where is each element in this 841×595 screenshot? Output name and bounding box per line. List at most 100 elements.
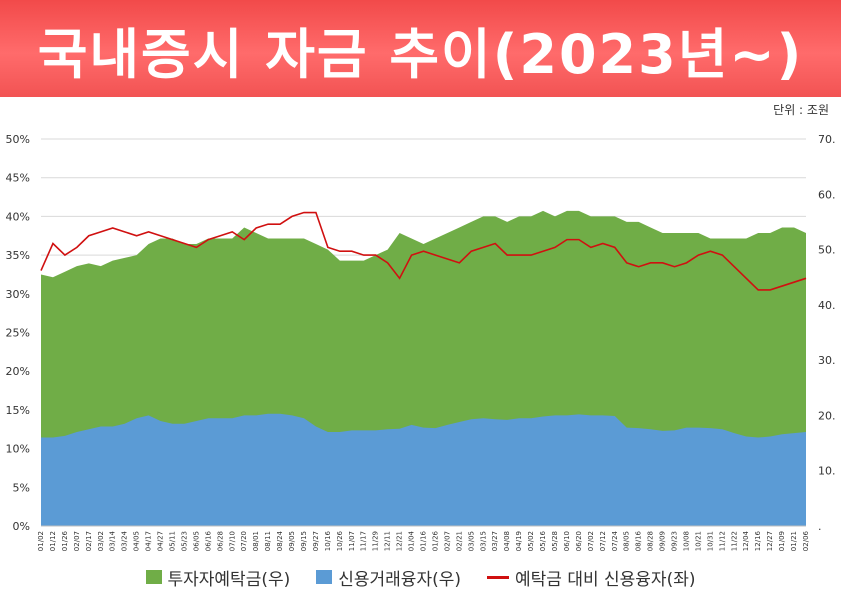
- x-tick-label: 04/27: [157, 531, 165, 551]
- right-tick-label: .: [818, 520, 822, 533]
- chart-title: 국내증시 자금 추이(2023년~): [37, 22, 804, 86]
- x-tick-label: 12/16: [754, 530, 762, 551]
- x-tick-label: 09/15: [300, 531, 308, 551]
- x-tick-label: 10/31: [706, 531, 714, 551]
- x-tick-label: 01/02: [37, 531, 45, 551]
- x-tick-label: 10/08: [682, 531, 690, 551]
- right-tick-label: 10.: [818, 465, 836, 478]
- x-tick-label: 01/04: [408, 530, 416, 551]
- x-tick-label: 08/24: [276, 530, 284, 551]
- left-tick-label: 45%: [6, 172, 30, 185]
- x-tick-label: 03/15: [479, 531, 487, 551]
- left-tick-label: 30%: [6, 288, 30, 301]
- x-tick-label: 10/26: [336, 530, 344, 551]
- right-tick-label: 60.: [818, 188, 836, 201]
- x-tick-label: 02/06: [802, 530, 810, 551]
- x-tick-label: 04/05: [133, 531, 141, 551]
- x-tick-label: 10/16: [324, 530, 332, 551]
- x-tick-label: 01/09: [778, 531, 786, 551]
- x-tick-label: 05/28: [551, 531, 559, 551]
- x-tick-label: 06/20: [575, 531, 583, 551]
- x-tick-label: 07/02: [587, 531, 595, 551]
- legend-swatch-credit: [316, 570, 333, 584]
- line-series: [40, 211, 807, 291]
- x-tick-label: 01/12: [49, 531, 57, 551]
- x-tick-label: 08/05: [623, 531, 631, 551]
- x-tick-label: 06/16: [204, 530, 212, 551]
- x-tick-label: 06/05: [192, 531, 200, 551]
- credit-area: [41, 413, 806, 526]
- left-tick-label: 15%: [6, 404, 30, 417]
- x-tick-label: 02/21: [455, 531, 463, 551]
- x-tick-label: 02/17: [85, 531, 93, 551]
- x-tick-label: 12/04: [742, 530, 750, 551]
- x-tick-label: 02/07: [73, 531, 81, 551]
- x-tick-label: 12/21: [396, 531, 404, 551]
- x-tick-label: 12/11: [384, 531, 392, 551]
- x-tick-label: 07/20: [240, 531, 248, 551]
- x-tick-label: 05/16: [539, 530, 547, 551]
- legend-item-credit: 신용거래융자(우): [316, 565, 461, 590]
- x-tick-label: 08/16: [635, 530, 643, 551]
- x-tick-label: 09/05: [288, 531, 296, 551]
- legend: 투자자예탁금(우) 신용거래융자(우) 예탁금 대비 신용융자(좌): [0, 562, 841, 592]
- x-tick-label: 01/21: [790, 531, 798, 551]
- right-tick-label: 50.: [818, 244, 836, 257]
- x-tick-label: 01/26: [61, 530, 69, 551]
- legend-item-ratio: 예탁금 대비 신용융자(좌): [487, 565, 695, 590]
- legend-swatch-deposits: [145, 570, 162, 584]
- right-tick-label: 70.: [818, 133, 836, 146]
- left-tick-label: 0%: [13, 520, 30, 533]
- x-tick-label: 04/19: [515, 531, 523, 551]
- x-tick-label: 04/17: [145, 531, 153, 551]
- x-tick-label: 01/26: [431, 530, 439, 551]
- left-tick-label: 20%: [6, 365, 30, 378]
- right-tick-label: 30.: [818, 354, 836, 367]
- left-tick-label: 50%: [6, 133, 30, 146]
- x-tick-label: 11/17: [360, 531, 368, 551]
- x-tick-label: 06/10: [563, 531, 571, 551]
- x-tick-label: 09/09: [659, 531, 667, 551]
- x-tick-label: 02/07: [443, 531, 451, 551]
- x-tick-label: 05/11: [168, 531, 176, 551]
- x-tick-label: 03/14: [109, 530, 117, 551]
- x-tick-label: 11/29: [372, 531, 380, 551]
- x-tick-label: 12/27: [766, 531, 774, 551]
- x-tick-label: 04/08: [503, 531, 511, 551]
- right-tick-label: 20.: [818, 409, 836, 422]
- x-tick-label: 03/05: [467, 531, 475, 551]
- x-tick-label: 08/01: [252, 531, 260, 551]
- x-tick-label: 08/11: [264, 531, 272, 551]
- axis-ticks: 0% 5% 10% 15% 20% 25% 30% 35% 40% 45% 50%. 10. 20. 30…: [6, 133, 836, 551]
- left-tick-label: 25%: [6, 327, 30, 340]
- x-tick-label: 10/21: [694, 531, 702, 551]
- x-tick-label: 11/12: [718, 531, 726, 551]
- area-series: [41, 210, 806, 526]
- x-tick-label: 01/16: [420, 530, 428, 551]
- x-tick-label: 03/24: [121, 530, 129, 551]
- x-tick-label: 07/10: [228, 531, 236, 551]
- unit-note: 단위 : 조원: [773, 103, 829, 117]
- x-tick-label: 03/27: [491, 531, 499, 551]
- left-tick-label: 10%: [6, 443, 30, 456]
- x-tick-label: 07/24: [611, 530, 619, 551]
- x-tick-label: 05/02: [527, 531, 535, 551]
- legend-swatch-ratio: [487, 575, 509, 579]
- x-tick-label: 08/28: [647, 531, 655, 551]
- ratio-line: [40, 211, 807, 291]
- left-tick-label: 35%: [6, 249, 30, 262]
- left-tick-label: 5%: [13, 481, 30, 494]
- left-tick-label: 40%: [6, 210, 30, 223]
- x-tick-label: 09/23: [671, 531, 679, 551]
- legend-label-credit: 신용거래융자(우): [338, 569, 461, 590]
- x-tick-label: 09/27: [312, 531, 320, 551]
- x-tick-label: 11/22: [730, 531, 738, 551]
- x-tick-label: 06/28: [216, 531, 224, 551]
- legend-label-deposits: 투자자예탁금(우): [167, 569, 291, 590]
- x-tick-label: 11/07: [348, 531, 356, 551]
- legend-item-deposits: 투자자예탁금(우): [145, 565, 291, 590]
- x-tick-label: 05/23: [180, 531, 188, 551]
- right-tick-label: 40.: [818, 299, 836, 312]
- legend-label-ratio: 예탁금 대비 신용융자(좌): [515, 569, 696, 590]
